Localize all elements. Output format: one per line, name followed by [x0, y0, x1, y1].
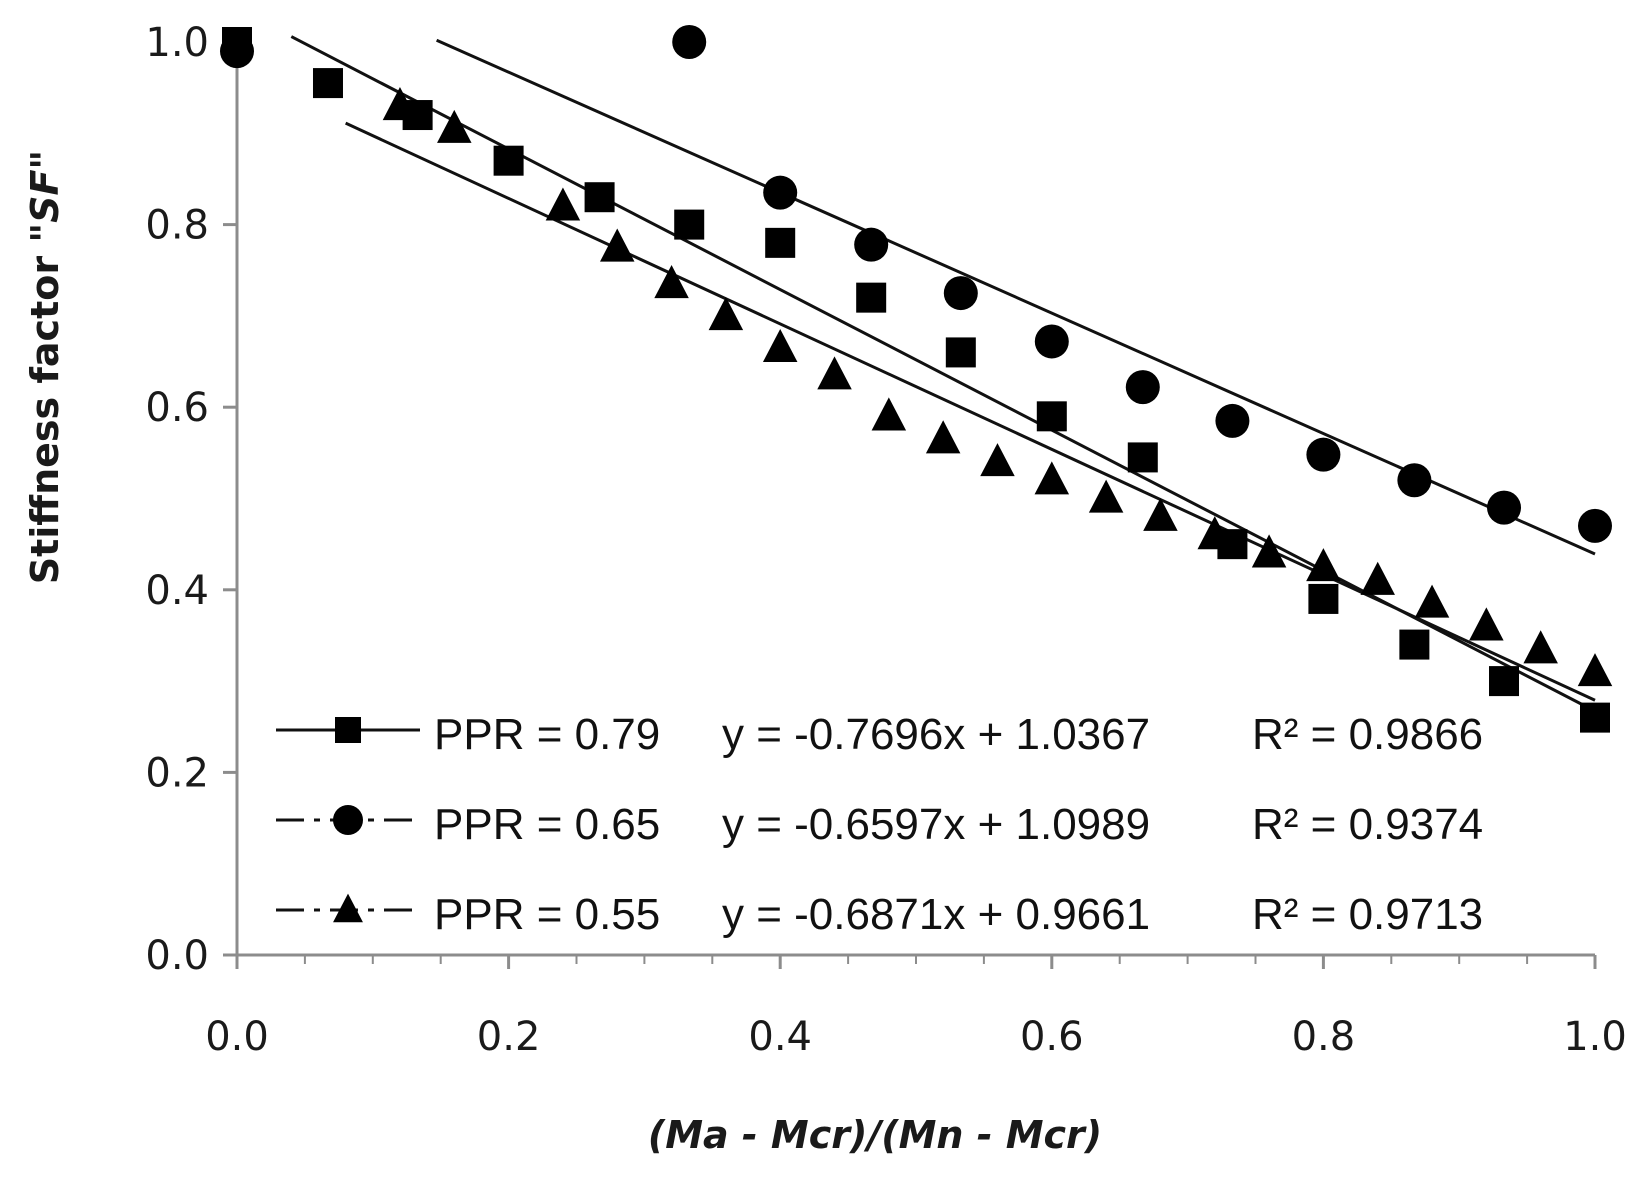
data-point-series-3 [1577, 653, 1613, 687]
data-point-series-3 [1034, 461, 1070, 495]
legend-label-series-3: PPR = 0.55 [434, 890, 660, 939]
legend-equation-series-1: y = -0.7696x + 1.0367 [722, 710, 1150, 759]
data-point-series-1 [945, 337, 976, 368]
data-point-series-1 [1489, 666, 1520, 697]
data-point-series-2 [1487, 490, 1522, 525]
data-point-series-1 [856, 282, 887, 313]
data-point-series-3 [437, 109, 472, 143]
data-point-series-3 [1143, 497, 1178, 531]
x-tick-label: 0.2 [477, 1014, 541, 1060]
data-point-series-3 [545, 187, 581, 221]
y-tick-label: 0.6 [145, 385, 209, 431]
data-point-series-3 [817, 356, 852, 390]
y-tick-label: 0.8 [145, 203, 209, 249]
y-tick-label: 0.4 [145, 568, 209, 614]
data-point-series-3 [980, 443, 1015, 477]
data-point-series-1 [674, 209, 705, 240]
trendlines-layer [290, 35, 1596, 713]
data-point-series-1 [1036, 401, 1067, 432]
x-axis-title: (Ma - Mcr)/(Mn - Mcr) [648, 1113, 1102, 1157]
data-point-series-3 [1469, 607, 1504, 641]
legend-r2-series-1: R² = 0.9866 [1252, 710, 1483, 759]
x-tick-label: 0.0 [205, 1014, 269, 1060]
legend-r2-series-3: R² = 0.9713 [1252, 890, 1483, 939]
data-point-series-3 [1197, 516, 1233, 550]
x-tick-label: 0.8 [1292, 1014, 1356, 1060]
trendline-series-2 [436, 38, 1596, 556]
data-point-series-2 [1034, 324, 1069, 359]
data-point-series-3 [762, 328, 798, 363]
legend-label-series-2: PPR = 0.65 [434, 800, 660, 849]
data-point-series-3 [1251, 534, 1287, 568]
data-point-series-3 [1523, 630, 1558, 664]
legend-r2-series-2: R² = 0.9374 [1252, 800, 1483, 849]
data-point-series-2 [1215, 403, 1250, 438]
data-point-series-2 [1125, 370, 1160, 405]
data-point-series-2 [220, 34, 254, 69]
x-tick-label: 0.6 [1020, 1014, 1084, 1060]
data-point-series-2 [854, 227, 889, 262]
data-point-series-3 [708, 297, 744, 331]
data-point-series-3 [925, 420, 961, 454]
data-point-series-2 [1397, 463, 1432, 498]
data-point-series-2 [672, 25, 707, 59]
markers-layer [220, 25, 1613, 733]
y-axis-title-suffix: " [23, 150, 67, 170]
data-point-series-2 [943, 276, 978, 311]
legend-marker-series-2 [333, 805, 363, 835]
x-tick-label: 1.0 [1563, 1014, 1627, 1060]
y-tick-label: 0.2 [145, 750, 209, 796]
data-point-series-3 [599, 228, 635, 262]
data-point-series-3 [871, 397, 907, 431]
data-point-series-3 [1306, 548, 1341, 582]
data-point-series-1 [584, 182, 615, 213]
legend-label-series-1: PPR = 0.79 [434, 710, 660, 759]
data-point-series-1 [765, 227, 796, 258]
y-axis-title-prefix: Stiffness factor " [23, 223, 67, 584]
y-axis-title-italic: SF [23, 170, 67, 223]
legend-equation-series-3: y = -0.6871x + 0.9661 [722, 890, 1150, 939]
y-axis-title: Stiffness factor "SF" [23, 150, 67, 585]
x-tick-label: 0.4 [748, 1014, 812, 1060]
data-point-series-3 [1088, 479, 1124, 513]
y-tick-label: 1.0 [145, 20, 209, 66]
legend-marker-series-3 [333, 893, 363, 923]
data-point-series-2 [1306, 437, 1341, 472]
data-point-series-3 [654, 265, 689, 299]
data-point-series-1 [1399, 629, 1430, 660]
data-point-series-2 [1578, 508, 1612, 543]
data-point-series-1 [1308, 583, 1339, 614]
data-point-series-2 [763, 175, 798, 210]
data-point-series-1 [1127, 442, 1158, 473]
data-point-series-1 [312, 68, 343, 99]
data-point-series-3 [1360, 561, 1395, 595]
legend-equation-series-2: y = -0.6597x + 1.0989 [722, 800, 1150, 849]
legend: PPR = 0.79 y = -0.7696x + 1.0367 R² = 0.98… [276, 710, 1483, 939]
data-point-series-1 [493, 145, 524, 176]
data-point-series-3 [382, 87, 418, 121]
trendline-series-3 [345, 121, 1596, 702]
legend-marker-series-1 [335, 717, 361, 743]
data-point-series-1 [1580, 702, 1610, 733]
data-point-series-3 [1414, 584, 1450, 618]
y-tick-label: 0.0 [145, 933, 209, 979]
